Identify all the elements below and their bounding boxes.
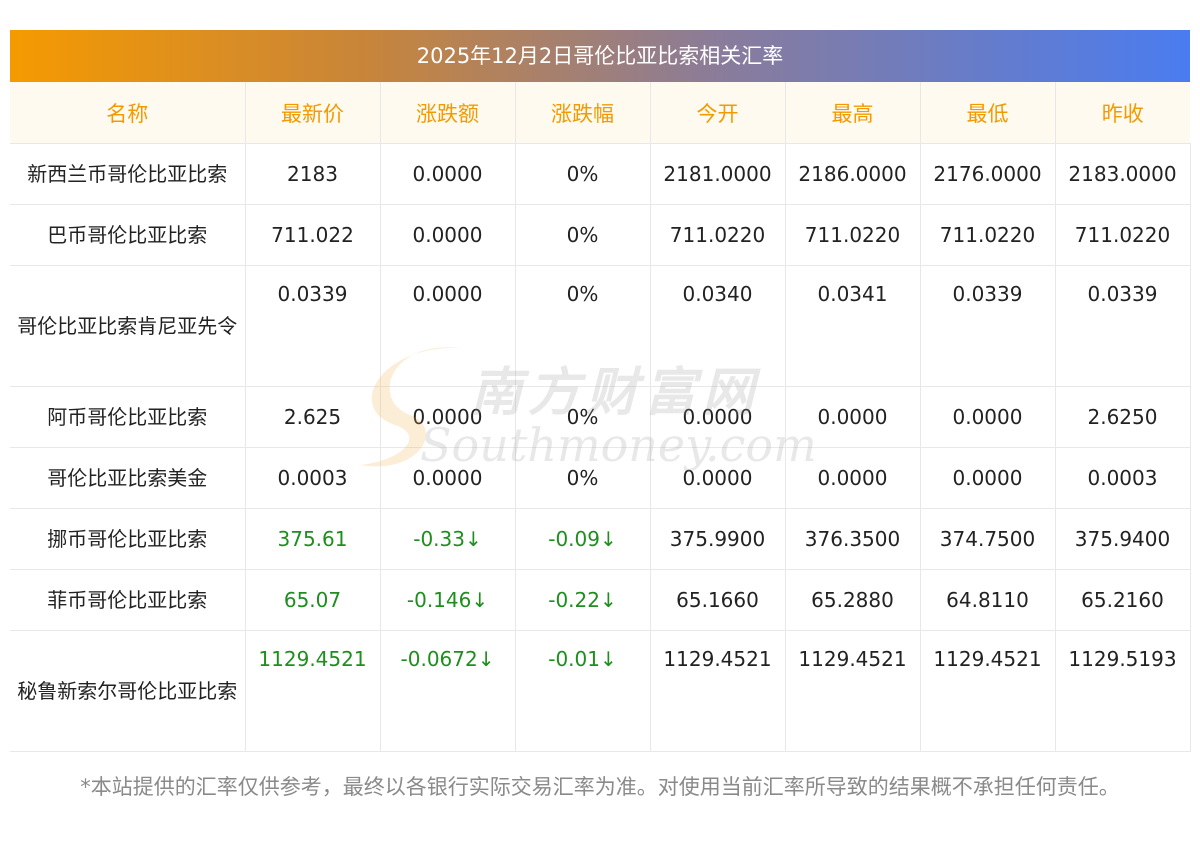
open-cell: 375.9900 [650,508,786,570]
latest-cell: 0.0339 [245,265,381,387]
currency-pair-name: 巴币哥伦比亚比索 [10,204,246,266]
header-low: 最低 [920,82,1056,144]
change-cell: 0.0000 [380,143,516,205]
header-change: 涨跌额 [380,82,516,144]
high-cell: 65.2880 [785,569,921,631]
open-cell: 1129.4521 [650,630,786,752]
header-high: 最高 [785,82,921,144]
latest-cell: 1129.4521 [245,630,381,752]
table-row: 秘鲁新索尔哥伦比亚比索 1129.4521 -0.0672↓ -0.01↓ 1129.4… [10,630,1191,752]
currency-pair-name: 菲币哥伦比亚比索 [10,569,246,631]
pct-cell: 0% [515,143,651,205]
table-row: 新西兰币哥伦比亚比索 2183 0.0000 0% 2181.0000 2186.0000… [10,143,1191,205]
latest-cell: 375.61 [245,508,381,570]
low-cell: 2176.0000 [920,143,1056,205]
table-row: 哥伦比亚比索肯尼亚先令 0.0339 0.0000 0% 0.0340 0.0341 0.0… [10,265,1191,387]
open-cell: 711.0220 [650,204,786,266]
header-name: 名称 [10,82,246,144]
currency-pair-name: 哥伦比亚比索肯尼亚先令 [10,265,246,387]
open-cell: 65.1660 [650,569,786,631]
table-row: 挪币哥伦比亚比索 375.61 -0.33↓ -0.09↓ 375.9900 376.35… [10,508,1191,570]
open-cell: 0.0000 [650,386,786,448]
table-row: 哥伦比亚比索美金 0.0003 0.0000 0% 0.0000 0.0000 0.0000… [10,447,1191,509]
pct-cell: -0.09↓ [515,508,651,570]
high-cell: 376.3500 [785,508,921,570]
pct-cell: 0% [515,265,651,387]
pct-cell: 0% [515,386,651,448]
low-cell: 0.0000 [920,447,1056,509]
low-cell: 0.0339 [920,265,1056,387]
prev-close-cell: 2183.0000 [1055,143,1191,205]
latest-cell: 2183 [245,143,381,205]
low-cell: 64.8110 [920,569,1056,631]
prev-close-cell: 375.9400 [1055,508,1191,570]
change-cell: 0.0000 [380,204,516,266]
open-cell: 0.0340 [650,265,786,387]
header-change-pct: 涨跌幅 [515,82,651,144]
header-row: 名称 最新价 涨跌额 涨跌幅 今开 最高 最低 昨收 [10,82,1190,144]
low-cell: 0.0000 [920,386,1056,448]
latest-cell: 2.625 [245,386,381,448]
change-cell: -0.33↓ [380,508,516,570]
high-cell: 0.0000 [785,386,921,448]
pct-cell: -0.22↓ [515,569,651,631]
open-cell: 0.0000 [650,447,786,509]
prev-close-cell: 711.0220 [1055,204,1191,266]
currency-pair-name: 哥伦比亚比索美金 [10,447,246,509]
currency-pair-name: 秘鲁新索尔哥伦比亚比索 [10,630,246,752]
open-cell: 2181.0000 [650,143,786,205]
prev-close-cell: 1129.5193 [1055,630,1191,752]
high-cell: 1129.4521 [785,630,921,752]
prev-close-cell: 0.0003 [1055,447,1191,509]
currency-pair-name: 新西兰币哥伦比亚比索 [10,143,246,205]
latest-cell: 0.0003 [245,447,381,509]
rates-panel: 2025年12月2日哥伦比亚比索相关汇率 名称 最新价 涨跌额 涨跌幅 今开 最… [10,30,1191,752]
latest-cell: 65.07 [245,569,381,631]
table-title: 2025年12月2日哥伦比亚比索相关汇率 [10,30,1190,82]
change-cell: -0.146↓ [380,569,516,631]
low-cell: 1129.4521 [920,630,1056,752]
prev-close-cell: 0.0339 [1055,265,1191,387]
header-prev-close: 昨收 [1055,82,1190,144]
table-row: 菲币哥伦比亚比索 65.07 -0.146↓ -0.22↓ 65.1660 65.2880… [10,569,1191,631]
change-cell: 0.0000 [380,447,516,509]
pct-cell: 0% [515,447,651,509]
currency-pair-name: 挪币哥伦比亚比索 [10,508,246,570]
disclaimer: *本站提供的汇率仅供参考，最终以各银行实际交易汇率为准。对使用当前汇率所导致的结… [80,775,1120,799]
latest-cell: 711.022 [245,204,381,266]
change-cell: 0.0000 [380,386,516,448]
low-cell: 711.0220 [920,204,1056,266]
change-cell: 0.0000 [380,265,516,387]
low-cell: 374.7500 [920,508,1056,570]
pct-cell: 0% [515,204,651,266]
prev-close-cell: 65.2160 [1055,569,1191,631]
pct-cell: -0.01↓ [515,630,651,752]
header-open: 今开 [650,82,786,144]
currency-pair-name: 阿币哥伦比亚比索 [10,386,246,448]
high-cell: 711.0220 [785,204,921,266]
table-row: 巴币哥伦比亚比索 711.022 0.0000 0% 711.0220 711.0220 7… [10,204,1191,266]
high-cell: 2186.0000 [785,143,921,205]
change-cell: -0.0672↓ [380,630,516,752]
header-latest: 最新价 [245,82,381,144]
rates-table: 名称 最新价 涨跌额 涨跌幅 今开 最高 最低 昨收 新西兰币哥伦比亚比索 218… [10,82,1191,752]
high-cell: 0.0341 [785,265,921,387]
high-cell: 0.0000 [785,447,921,509]
prev-close-cell: 2.6250 [1055,386,1191,448]
table-row: 阿币哥伦比亚比索 2.625 0.0000 0% 0.0000 0.0000 0.0000 2… [10,386,1191,448]
